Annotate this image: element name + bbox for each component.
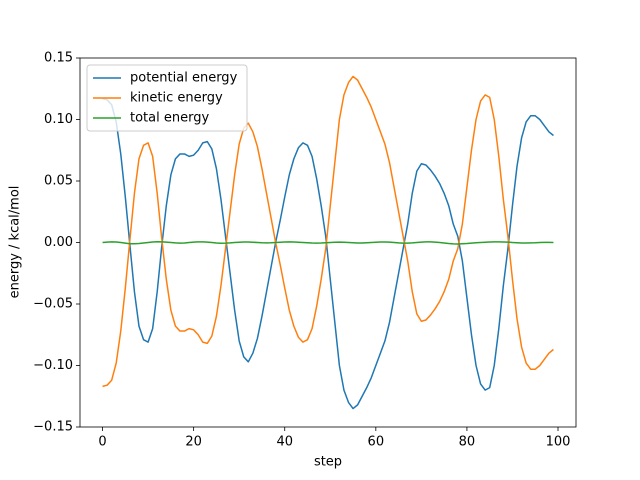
legend-box [86, 64, 248, 132]
x-tick-label: 40 [276, 435, 293, 450]
y-tick-label: 0.15 [44, 51, 73, 66]
y-axis-label: energy / kcal/mol [8, 186, 23, 299]
axes-frame [79, 57, 577, 428]
series-line [102, 241, 554, 245]
y-tick-label: −0.10 [33, 358, 73, 373]
x-tick-label: 20 [185, 435, 202, 450]
series-line [102, 75, 554, 388]
y-tick-label: 0.00 [44, 235, 73, 250]
series-line [102, 97, 554, 410]
x-tick-label: 80 [459, 435, 476, 450]
x-tick-label: 100 [546, 435, 571, 450]
legend-label: total energy [130, 111, 209, 126]
y-tick-label: −0.05 [33, 297, 73, 312]
x-tick-label: 0 [98, 435, 106, 450]
y-tick-label: 0.10 [44, 112, 73, 127]
x-axis-label: step [314, 455, 342, 470]
y-tick-label: 0.05 [44, 174, 73, 189]
y-tick-label: −0.15 [33, 420, 73, 435]
x-tick-label: 60 [368, 435, 385, 450]
legend-label: potential energy [130, 71, 238, 86]
legend-label: kinetic energy [130, 91, 223, 106]
